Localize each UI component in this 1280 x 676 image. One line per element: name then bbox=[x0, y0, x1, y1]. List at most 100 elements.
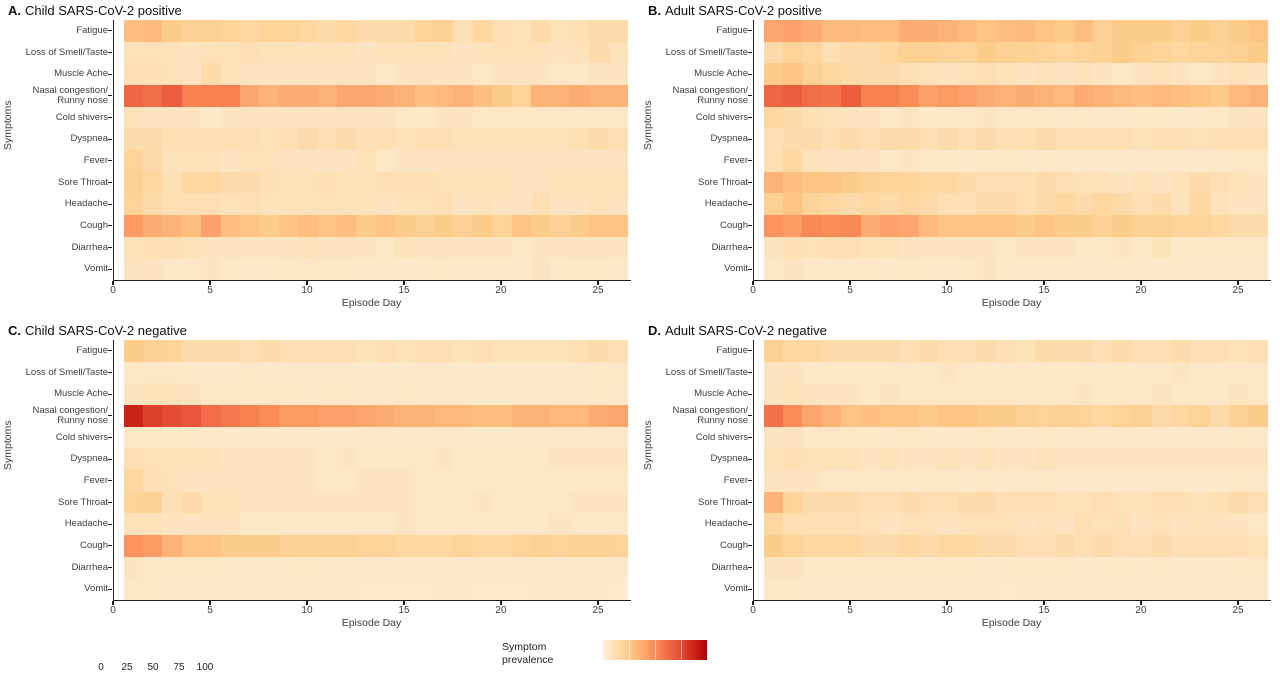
heatmap-cell bbox=[356, 426, 376, 449]
heatmap-cell bbox=[1112, 149, 1133, 172]
heatmap-cell bbox=[1229, 63, 1249, 85]
heatmap-cell bbox=[395, 193, 415, 215]
panel-title: B. Adult SARS-CoV-2 positive bbox=[648, 3, 822, 18]
heatmap-cell bbox=[821, 149, 842, 172]
heatmap-cell bbox=[608, 236, 629, 259]
y-tick-mark bbox=[108, 588, 112, 590]
heatmap-cell bbox=[918, 236, 939, 259]
heatmap-cell bbox=[1132, 469, 1152, 492]
x-tick-label: 15 bbox=[1038, 605, 1050, 616]
heatmap-cell bbox=[395, 128, 415, 150]
heatmap-cell bbox=[511, 128, 532, 150]
legend-tick-label: 0 bbox=[98, 662, 104, 673]
heatmap-cell bbox=[220, 214, 241, 237]
heatmap-cell bbox=[356, 340, 376, 362]
heatmap-cell bbox=[821, 20, 842, 42]
heatmap-cell bbox=[550, 491, 570, 514]
heatmap-cell bbox=[996, 63, 1016, 85]
heatmap-cell bbox=[1132, 171, 1152, 194]
heatmap-cell bbox=[162, 361, 182, 384]
y-tick-label: Fever bbox=[656, 155, 748, 166]
heatmap-cell bbox=[1074, 426, 1094, 449]
y-tick-label: Diarrhea bbox=[656, 562, 748, 573]
heatmap-cell bbox=[492, 448, 512, 470]
heatmap-cell bbox=[802, 491, 822, 514]
heatmap-cell bbox=[569, 106, 590, 129]
heatmap-cell bbox=[1015, 236, 1036, 259]
heatmap-cell bbox=[414, 426, 435, 449]
heatmap-cell bbox=[1209, 491, 1230, 514]
heatmap-cell bbox=[918, 106, 939, 129]
x-tick-mark bbox=[209, 601, 211, 605]
heatmap-cell bbox=[453, 513, 473, 535]
y-tick-label: Nasal congestion/Runny nose bbox=[656, 405, 748, 426]
heatmap-cell bbox=[1209, 578, 1230, 600]
y-tick-label-line: Sore Throat bbox=[58, 176, 108, 188]
panel-adult-positive: B. Adult SARS-CoV-2 positive Symptoms Epi… bbox=[640, 0, 1280, 316]
heatmap-cell bbox=[1035, 84, 1055, 107]
heatmap-cell bbox=[181, 106, 202, 129]
heatmap-row bbox=[763, 469, 1269, 492]
heatmap-cell bbox=[337, 556, 357, 579]
heatmap-cell bbox=[1190, 128, 1210, 150]
y-tick-label-line: Sore Throat bbox=[698, 496, 748, 508]
heatmap-cell bbox=[395, 106, 415, 129]
heatmap-cell bbox=[880, 556, 900, 579]
heatmap-cell bbox=[860, 236, 881, 259]
heatmap-cell bbox=[337, 193, 357, 215]
heatmap-cell bbox=[918, 383, 939, 405]
heatmap-cell bbox=[763, 513, 784, 535]
heatmap-cell bbox=[220, 84, 241, 107]
heatmap-cell bbox=[763, 340, 784, 362]
heatmap-cell bbox=[1190, 193, 1210, 215]
heatmap-cell bbox=[220, 491, 241, 514]
heatmap-cell bbox=[240, 63, 260, 85]
heatmap-cell bbox=[977, 171, 997, 194]
heatmap-cell bbox=[569, 426, 590, 449]
heatmap-cell bbox=[880, 469, 900, 492]
heatmap-cell bbox=[1229, 426, 1249, 449]
y-tick-mark bbox=[108, 52, 112, 53]
heatmap-cell bbox=[162, 556, 182, 579]
heatmap-cell bbox=[201, 491, 221, 514]
heatmap-cell bbox=[472, 84, 493, 107]
heatmap-row bbox=[123, 193, 629, 215]
heatmap-cell bbox=[453, 236, 473, 259]
heatmap-cell bbox=[531, 361, 551, 384]
heatmap-cell bbox=[414, 469, 435, 492]
heatmap-cell bbox=[434, 534, 454, 557]
heatmap-cell bbox=[201, 149, 221, 172]
heatmap-cell bbox=[802, 193, 822, 215]
heatmap-cell bbox=[1209, 469, 1230, 492]
heatmap-cell bbox=[783, 578, 803, 600]
heatmap-cell bbox=[880, 361, 900, 384]
heatmap-cell bbox=[201, 258, 221, 280]
heatmap-cell bbox=[278, 534, 299, 557]
heatmap-cell bbox=[278, 340, 299, 362]
heatmap-cell bbox=[1209, 171, 1230, 194]
heatmap-cell bbox=[899, 404, 919, 427]
heatmap-cell bbox=[938, 383, 958, 405]
y-tick-label-line: Runny nose bbox=[57, 414, 108, 426]
heatmap-cell bbox=[1209, 534, 1230, 557]
heatmap-row bbox=[123, 63, 629, 85]
x-tick-label: 20 bbox=[495, 285, 507, 296]
y-tick-mark bbox=[748, 138, 752, 140]
heatmap-cell bbox=[356, 578, 376, 600]
heatmap-cell bbox=[918, 149, 939, 172]
heatmap-cell bbox=[414, 404, 435, 427]
heatmap-cell bbox=[492, 193, 512, 215]
heatmap-cell bbox=[763, 193, 784, 215]
heatmap-cell bbox=[569, 404, 590, 427]
heatmap-cell bbox=[1171, 63, 1191, 85]
heatmap-cell bbox=[511, 258, 532, 280]
heatmap-cell bbox=[860, 361, 881, 384]
heatmap-cell bbox=[511, 149, 532, 172]
y-tick-label-line: Sore Throat bbox=[58, 496, 108, 508]
heatmap-cell bbox=[996, 106, 1016, 129]
heatmap-cell bbox=[356, 361, 376, 384]
heatmap-cell bbox=[240, 20, 260, 42]
heatmap-cell bbox=[802, 128, 822, 150]
heatmap-cell bbox=[1171, 404, 1191, 427]
x-tick-mark bbox=[112, 601, 114, 605]
